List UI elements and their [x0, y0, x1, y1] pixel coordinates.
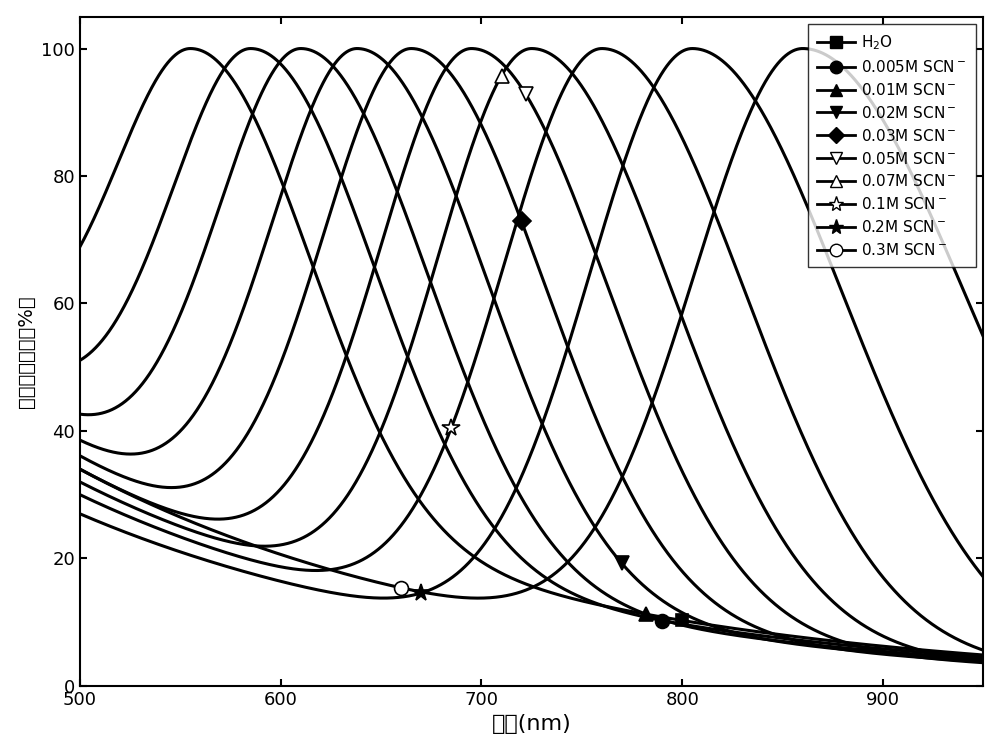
Y-axis label: 归一化透射率（%）: 归一化透射率（%）: [17, 295, 36, 408]
Legend: H$_2$O, 0.005M SCN$^-$, 0.01M SCN$^-$, 0.02M SCN$^-$, 0.03M SCN$^-$, 0.05M SCN$^: H$_2$O, 0.005M SCN$^-$, 0.01M SCN$^-$, 0…: [808, 24, 976, 267]
X-axis label: 波长(nm): 波长(nm): [492, 714, 572, 734]
